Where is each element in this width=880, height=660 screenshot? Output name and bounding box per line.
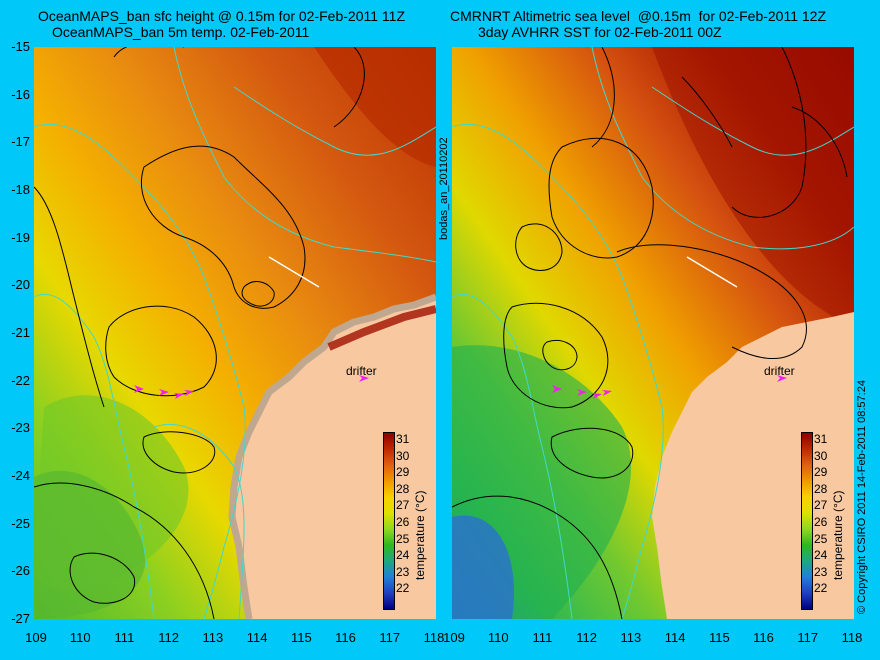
latitude-tick: -15	[11, 39, 30, 54]
colorbar-tick: 24	[814, 548, 828, 563]
colorbar-tick: 26	[814, 515, 828, 529]
left-title-line1: OceanMAPS_ban sfc height @ 0.15m for 02-…	[38, 8, 406, 24]
sea-surface-height-contours	[34, 47, 365, 619]
drifter-legend-arrow	[359, 375, 369, 382]
longitude-tick: 117	[379, 630, 401, 645]
colorbar-tick: 29	[396, 465, 410, 480]
longitude-tick: 109	[25, 630, 47, 645]
colorbar-tick: 26	[396, 515, 410, 529]
longitude-tick: 115	[708, 630, 730, 645]
longitude-tick: 109	[443, 630, 465, 645]
latitude-tick: -17	[11, 134, 30, 150]
latitude-tick: -27	[11, 611, 30, 626]
longitude-tick: 117	[797, 630, 819, 645]
transect-line	[268, 256, 320, 288]
copyright-label: © Copyright CSIRO 2011 14-Feb-2011 08:57…	[856, 380, 868, 614]
colorbar-tick: 28	[396, 481, 410, 496]
right-colorbar-label: temperature (°C)	[831, 490, 845, 581]
latitude-tick: -18	[11, 182, 30, 197]
colorbar-tick: 23	[814, 564, 828, 579]
latitude-tick: -23	[11, 420, 30, 436]
longitude-tick: 114	[246, 630, 268, 645]
longitude-tick: 114	[664, 630, 686, 645]
colorbar-tick: 31	[814, 432, 828, 446]
drifter-legend-arrow	[777, 375, 787, 382]
longitude-tick: 112	[158, 630, 180, 645]
colorbar-tick: 22	[814, 581, 828, 596]
right-title-line2: 3day AVHRR SST for 02-Feb-2011 00Z	[478, 24, 722, 40]
colorbar-tick: 31	[396, 432, 410, 446]
colorbar-tick: 25	[396, 531, 410, 546]
colorbar-tick: 23	[396, 564, 410, 579]
right-drifter-label: drifter	[764, 364, 795, 378]
latitude-tick: -21	[11, 325, 30, 340]
colorbar-tick: 27	[396, 498, 410, 513]
right-map-svg	[452, 47, 854, 619]
longitude-tick: 110	[69, 630, 91, 645]
altimetric-sea-level-contours	[452, 47, 848, 619]
longitude-tick: 113	[620, 630, 642, 645]
longitude-tick: 113	[202, 630, 224, 645]
cool-water-patch	[34, 470, 146, 619]
latitude-tick: -25	[11, 515, 30, 531]
coastal-shelf	[228, 293, 436, 619]
longitude-tick: 112	[576, 630, 598, 645]
warm-coastal-band	[327, 305, 436, 351]
warm-water-patch	[314, 47, 436, 167]
colorbar-tick: 27	[814, 498, 828, 513]
left-map-svg	[34, 47, 436, 619]
latitude-tick: -20	[11, 277, 30, 293]
longitude-tick: 110	[487, 630, 509, 645]
bathymetry-contours	[34, 47, 436, 619]
center-id-label: bodas_an_20110202	[438, 137, 450, 240]
longitude-tick: 111	[114, 630, 135, 645]
left-drifter-label: drifter	[346, 364, 377, 378]
latitude-tick: -22	[11, 372, 30, 388]
right-title-line1: CMRNRT Altimetric sea level @0.15m for 0…	[450, 8, 827, 24]
longitude-tick: 116	[335, 630, 356, 645]
right-colorbar	[801, 432, 813, 610]
latitude-tick: -19	[11, 229, 30, 245]
longitude-tick: 118	[841, 630, 863, 645]
colorbar-tick: 24	[396, 548, 410, 563]
latitude-tick: -16	[11, 86, 30, 102]
longitude-tick: 116	[753, 630, 774, 645]
latitude-tick: -26	[11, 563, 30, 579]
colorbar-tick: 29	[814, 465, 828, 480]
transect-line	[686, 256, 738, 288]
colorbar-tick: 30	[396, 448, 410, 463]
left-colorbar-label: temperature (°C)	[413, 490, 427, 581]
colorbar-tick: 28	[814, 481, 828, 496]
drifter-track	[134, 385, 194, 399]
longitude-tick: 111	[532, 630, 553, 645]
longitude-tick: 115	[290, 630, 312, 645]
cold-water-patch	[452, 515, 514, 619]
drifter-track	[552, 385, 612, 399]
colorbar-tick: 30	[814, 448, 828, 463]
left-title-line2: OceanMAPS_ban 5m temp. 02-Feb-2011	[52, 24, 310, 40]
colorbar-tick: 25	[814, 531, 828, 546]
latitude-tick: -24	[11, 468, 30, 483]
longitude-tick: 118	[423, 630, 445, 645]
colorbar-tick: 22	[396, 581, 410, 596]
left-map-panel	[34, 47, 436, 619]
left-colorbar	[383, 432, 395, 610]
right-map-panel	[452, 47, 854, 619]
